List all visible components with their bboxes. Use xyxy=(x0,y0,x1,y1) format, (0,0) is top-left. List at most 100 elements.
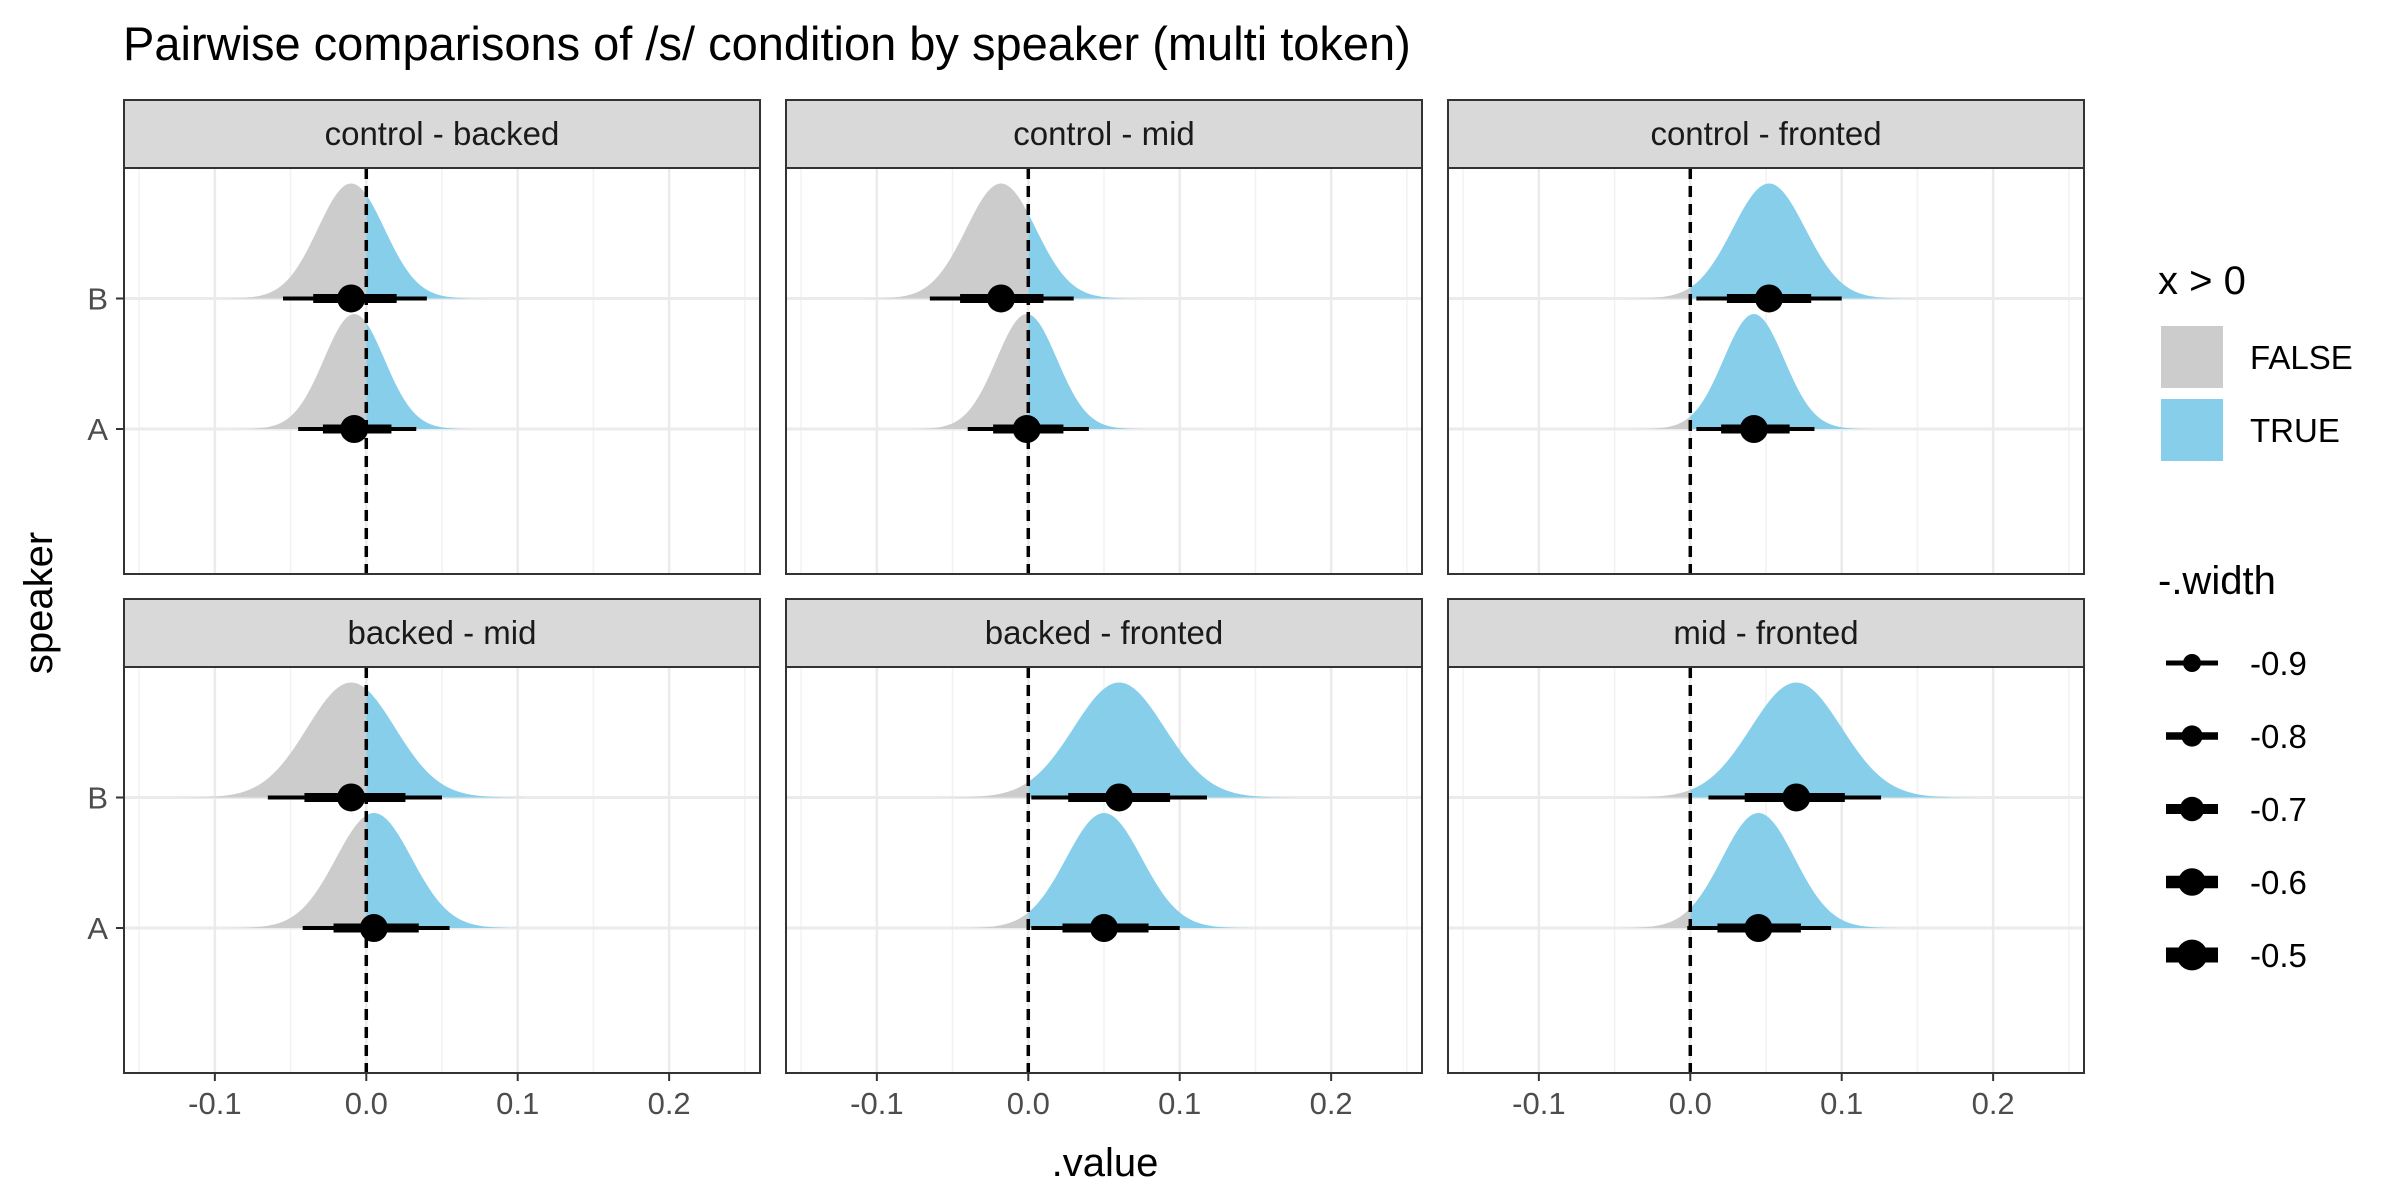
x-tick-label: 0.2 xyxy=(648,1086,691,1121)
x-tick-label: 0.0 xyxy=(1669,1086,1712,1121)
x-tick-label: 0.1 xyxy=(496,1086,539,1121)
density-true-region xyxy=(1690,183,1922,299)
legend-width-point xyxy=(2178,868,2206,896)
density-group xyxy=(1605,682,1988,929)
median-point xyxy=(987,284,1016,313)
panel-border xyxy=(785,167,1423,575)
median-point xyxy=(337,284,366,313)
panel-border xyxy=(123,167,761,575)
legend-width-point xyxy=(2176,939,2208,971)
facet-strip-label: mid - fronted xyxy=(1673,614,1858,651)
x-tick-label: 0.2 xyxy=(1310,1086,1353,1121)
median-point xyxy=(1782,783,1811,812)
panel-border xyxy=(1447,167,2085,575)
density-true-region xyxy=(1690,813,1912,929)
facet-panel: backed - fronted -0.1 0.0 0.1 0.2 xyxy=(785,598,1423,1121)
y-tick-label: A xyxy=(87,911,108,946)
median-point xyxy=(1739,415,1768,444)
x-tick-label: 0.1 xyxy=(1820,1086,1863,1121)
facet-strip xyxy=(123,99,761,169)
panel-border xyxy=(1447,666,2085,1074)
legend-width-point xyxy=(2179,796,2205,822)
median-point xyxy=(1090,914,1118,943)
legend-width-title: -.width xyxy=(2158,559,2276,603)
median-point xyxy=(1744,914,1773,943)
facet-strip xyxy=(785,598,1423,668)
density-false-region xyxy=(1626,416,1691,430)
x-tick-label: 0.1 xyxy=(1158,1086,1201,1121)
median-point xyxy=(1105,783,1134,812)
facet-panel: mid - fronted -0.1 0.0 0.1 0.2 xyxy=(1447,598,2085,1121)
y-tick-label: B xyxy=(87,281,108,316)
facet-panel: control - mid xyxy=(785,99,1423,575)
facet-strip xyxy=(1447,598,2085,668)
legend-width-point xyxy=(2181,725,2203,747)
x-tick-label: -0.1 xyxy=(850,1086,903,1121)
median-point xyxy=(1755,284,1784,313)
legend-width-label: -0.5 xyxy=(2250,937,2307,974)
density-true-region xyxy=(1028,682,1310,798)
legend-fill-title: x > 0 xyxy=(2158,259,2246,303)
facet-strip-label: control - fronted xyxy=(1650,115,1881,152)
x-tick-label: -0.1 xyxy=(188,1086,241,1121)
density-false-region xyxy=(214,815,367,929)
facet-strip xyxy=(1447,99,2085,169)
legend-fill-key xyxy=(2161,326,2223,388)
density-false-region xyxy=(945,912,1029,929)
facet-strip xyxy=(785,99,1423,169)
density-true-region xyxy=(366,689,536,798)
density-group xyxy=(1616,183,1922,430)
median-point xyxy=(359,914,388,943)
median-point xyxy=(337,783,366,812)
density-false-region xyxy=(1605,908,1691,929)
density-true-region xyxy=(366,194,492,299)
density-true-region xyxy=(1028,813,1263,929)
facet-strip-label: control - backed xyxy=(325,115,560,152)
facet-panel: control - backed A B xyxy=(87,99,761,575)
panel-border xyxy=(785,666,1423,1074)
panel-border xyxy=(123,666,761,1074)
density-group xyxy=(854,183,1154,430)
x-tick-label: -0.1 xyxy=(1512,1086,1565,1121)
density-false-region xyxy=(166,682,367,798)
x-axis-title: .value xyxy=(1052,1141,1159,1185)
density-true-region xyxy=(1028,213,1148,299)
density-true-region xyxy=(366,813,533,929)
density-false-region xyxy=(928,781,1029,798)
y-tick-label: A xyxy=(87,412,108,447)
density-false-region xyxy=(1605,789,1691,798)
facet-panel: control - fronted xyxy=(1447,99,2085,575)
density-true-region xyxy=(1690,314,1882,430)
density-false-region xyxy=(226,314,367,430)
density-group xyxy=(211,183,492,430)
median-point xyxy=(340,415,369,444)
x-tick-label: 0.0 xyxy=(1007,1086,1050,1121)
facet-strip-label: control - mid xyxy=(1013,115,1195,152)
facet-strip-label: backed - mid xyxy=(348,614,537,651)
density-true-region xyxy=(1690,682,1988,798)
legend-width-label: -0.6 xyxy=(2250,864,2307,901)
legend-fill-key xyxy=(2161,399,2223,461)
density-true-region xyxy=(366,322,482,430)
density-group xyxy=(166,682,536,929)
y-axis-title: speaker xyxy=(17,532,61,674)
density-false-region xyxy=(1616,287,1691,299)
density-group xyxy=(928,682,1310,929)
y-tick-label: B xyxy=(87,780,108,815)
x-tick-label: 0.2 xyxy=(1972,1086,2015,1121)
legend-width-label: -0.8 xyxy=(2250,718,2307,755)
density-false-region xyxy=(854,183,1029,299)
facet-strip-label: backed - fronted xyxy=(985,614,1223,651)
density-false-region xyxy=(899,314,1029,430)
facet-panel: backed - mid A B -0.1 0.0 0.1 0.2 xyxy=(87,598,761,1121)
facet-strip xyxy=(123,598,761,668)
legend-fill-label: TRUE xyxy=(2250,412,2340,449)
legend-width-label: -0.9 xyxy=(2250,645,2307,682)
legend-width-label: -0.7 xyxy=(2250,791,2307,828)
legend-fill-label: FALSE xyxy=(2250,339,2353,376)
x-tick-label: 0.0 xyxy=(345,1086,388,1121)
density-false-region xyxy=(211,183,367,299)
